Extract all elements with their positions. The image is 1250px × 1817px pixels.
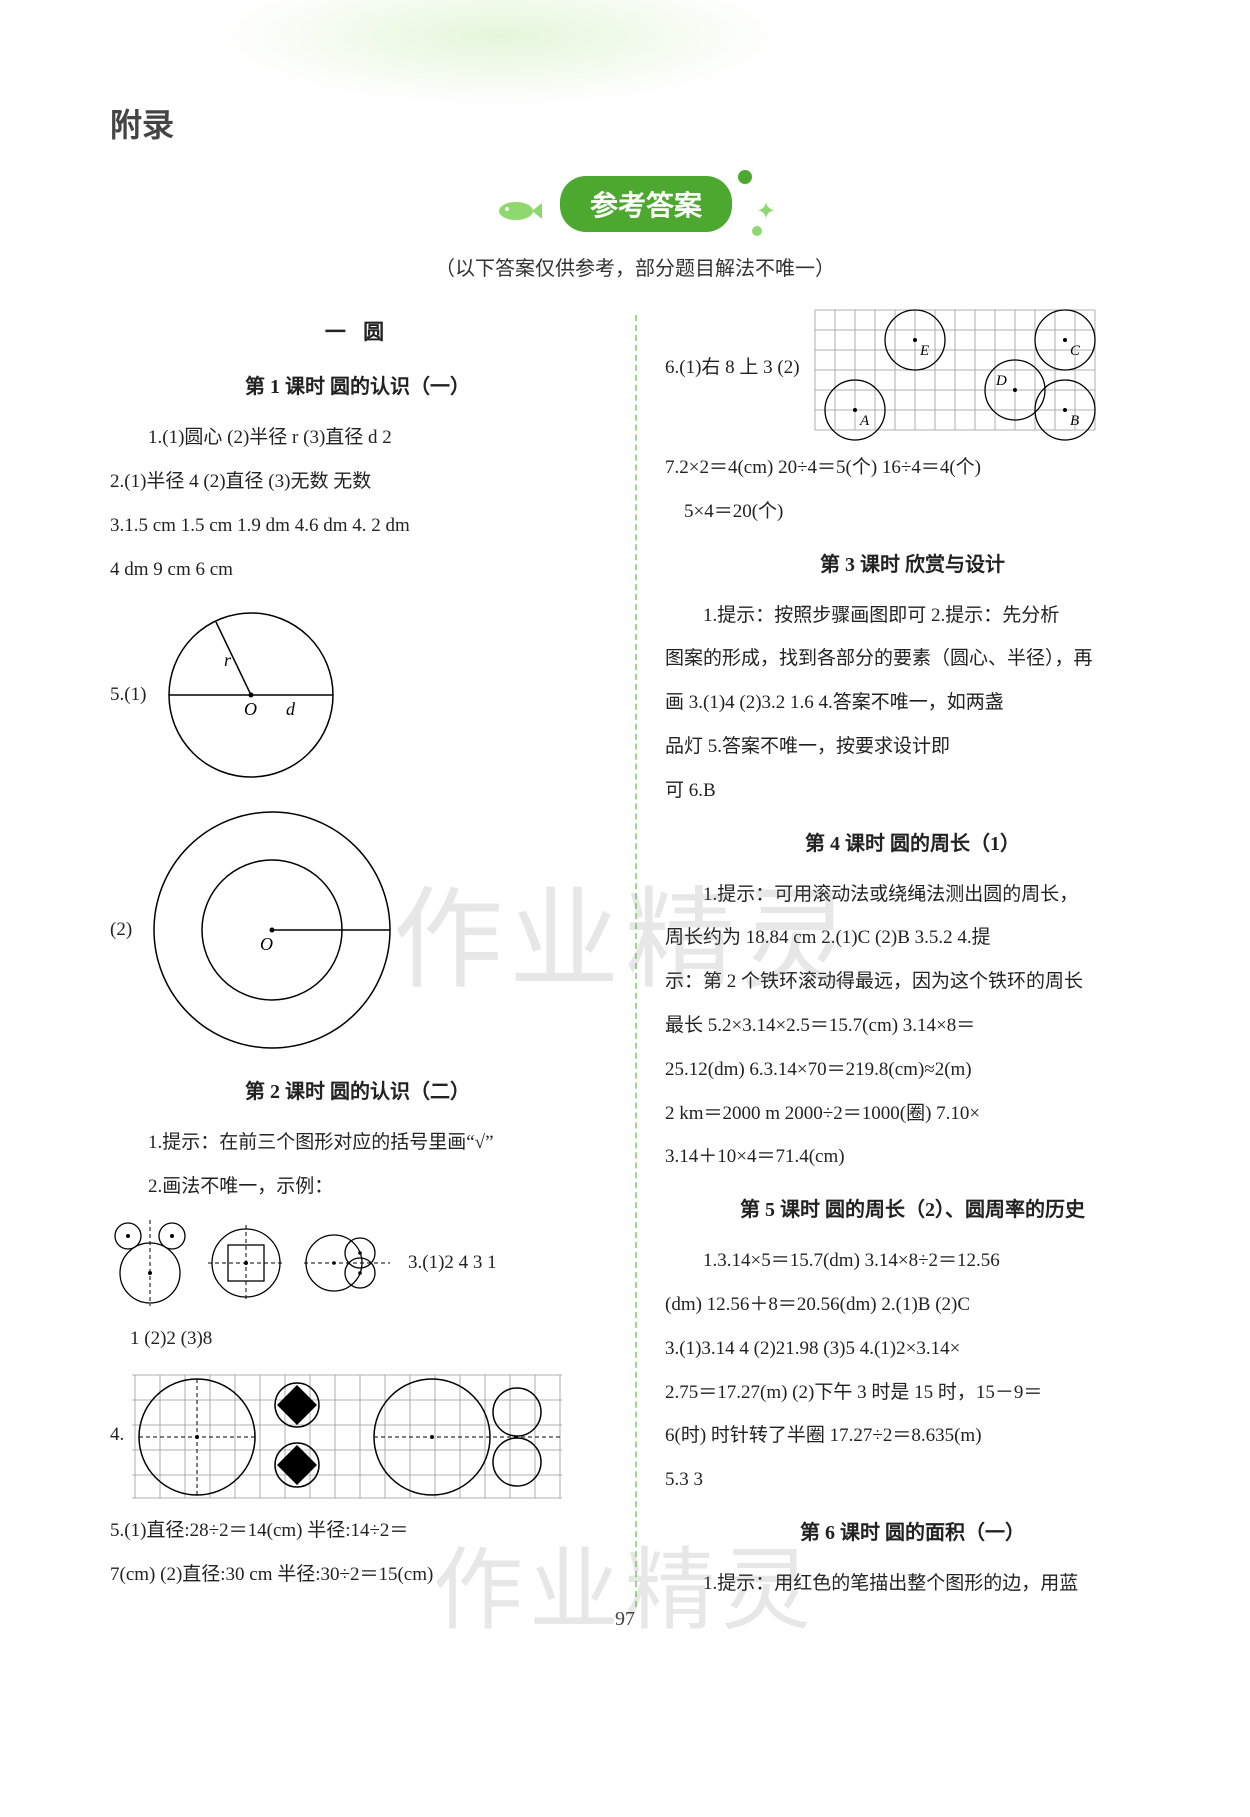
banner-pill: 参考答案 xyxy=(560,176,732,232)
lesson-heading: 第 4 课时 圆的周长（1） xyxy=(665,822,1160,866)
answer-line: 5.(1)直径:28÷2＝14(cm) 半径:14÷2＝ xyxy=(110,1510,605,1552)
answer-line: 1.(1)圆心 (2)半径 r (3)直径 d 2 xyxy=(110,417,605,459)
answer-line: 2.75＝17.27(m) (2)下午 3 时是 15 时，15－9＝ xyxy=(665,1372,1160,1414)
lesson-heading: 第 6 课时 圆的面积（一） xyxy=(665,1511,1160,1555)
concentric-circles-svg: O xyxy=(142,800,402,1060)
answer-line: 画 3.(1)4 (2)3.2 1.6 4.答案不唯一，如两盏 xyxy=(665,682,1160,724)
square-circle-svg xyxy=(206,1223,286,1303)
answer-line: 7(cm) (2)直径:30 cm 半径:30÷2＝15(cm) xyxy=(110,1554,605,1596)
svg-text:B: B xyxy=(1070,413,1079,429)
answer-line: 1.提示：按照步骤画图即可 2.提示：先分析 xyxy=(665,595,1160,637)
answer-line: 图案的形成，找到各部分的要素（圆心、半径），再 xyxy=(665,638,1160,680)
svg-text:E: E xyxy=(919,343,929,359)
answer-line: 1.提示：用红色的笔描出整个图形的边，用蓝 xyxy=(665,1563,1160,1605)
answer-line: 1 (2)2 (3)8 xyxy=(130,1318,605,1360)
o-label: O xyxy=(260,934,273,954)
answer-line: 3.1.5 cm 1.5 cm 1.9 dm 4.6 dm 4. 2 dm xyxy=(110,505,605,547)
answer-line: 周长约为 18.84 cm 2.(1)C (2)B 3.5.2 4.提 xyxy=(665,917,1160,959)
fish-icon xyxy=(494,196,544,226)
dot-icon xyxy=(752,226,762,236)
answer-line: 6.(1)右 8 上 3 (2) xyxy=(665,307,800,389)
appendix-heading: 附录 xyxy=(110,100,1160,146)
svg-text:A: A xyxy=(859,413,870,429)
answer-line: 25.12(dm) 6.3.14×70＝219.8(cm)≈2(m) xyxy=(665,1049,1160,1091)
lesson-heading: 第 1 课时 圆的认识（一） xyxy=(110,365,605,409)
grid-figure-4: 4. xyxy=(110,1370,605,1500)
r-label: r xyxy=(224,650,232,670)
circle-figure-1: 5.(1) r O d xyxy=(110,600,605,790)
o-label: O xyxy=(244,699,257,719)
banner-text: 参考答案 xyxy=(590,191,702,222)
q6-row: 6.(1)右 8 上 3 (2) A E D C xyxy=(665,305,1160,445)
answer-line: 5.3 3 xyxy=(665,1459,1160,1501)
star-icon: ✦ xyxy=(756,197,776,226)
answer-line: (dm) 12.56＋8＝20.56(dm) 2.(1)B (2)C xyxy=(665,1284,1160,1326)
left-column: 一 圆 第 1 课时 圆的认识（一） 1.(1)圆心 (2)半径 r (3)直径… xyxy=(110,305,635,1607)
answer-line: 品灯 5.答案不唯一，按要求设计即 xyxy=(665,726,1160,768)
svg-text:D: D xyxy=(995,373,1007,389)
answer-line: 2.画法不唯一，示例： xyxy=(110,1166,605,1208)
answer-line: 4 dm 9 cm 6 cm xyxy=(110,549,605,591)
page: 附录 参考答案 ✦ （以下答案仅供参考，部分题目解法不唯一） 一 圆 第 1 课… xyxy=(0,0,1250,1667)
lesson-heading: 第 5 课时 圆的周长（2）、圆周率的历史 xyxy=(665,1188,1160,1232)
two-columns: 一 圆 第 1 课时 圆的认识（一） 1.(1)圆心 (2)半径 r (3)直径… xyxy=(110,305,1160,1607)
answer-line: 7.2×2＝4(cm) 20÷4＝5(个) 16÷4＝4(个) xyxy=(665,447,1160,489)
answer-line: 5×4＝20(个) xyxy=(684,491,1160,533)
page-number: 97 xyxy=(615,1608,635,1631)
answer-line: 1.3.14×5＝15.7(dm) 3.14×8÷2＝12.56 xyxy=(665,1240,1160,1282)
figure-label: 5.(1) xyxy=(110,674,146,716)
symmetry-figures: 3.(1)2 4 3 1 xyxy=(110,1218,605,1308)
chapter-heading: 一 圆 xyxy=(110,309,605,355)
three-circles-svg xyxy=(302,1223,392,1303)
answer-line: 3.14＋10×4＝71.4(cm) xyxy=(665,1136,1160,1178)
answer-line: 3.(1)3.14 4 (2)21.98 (3)5 4.(1)2×3.14× xyxy=(665,1328,1160,1370)
lesson-heading: 第 2 课时 圆的认识（二） xyxy=(110,1070,605,1114)
banner: 参考答案 ✦ xyxy=(110,176,1160,232)
answer-line: 3.(1)2 4 3 1 xyxy=(408,1242,497,1284)
grid-6-svg: A E D C B xyxy=(810,305,1100,445)
d-label: d xyxy=(286,699,296,719)
answer-line: 最长 5.2×3.14×2.5＝15.7(cm) 3.14×8＝ xyxy=(665,1005,1160,1047)
circle-svg: r O d xyxy=(156,600,346,790)
column-divider xyxy=(635,315,637,1607)
circle-figure-2: (2) O xyxy=(110,800,605,1060)
answer-line: 1.提示：可用滚动法或绕绳法测出圆的周长， xyxy=(665,874,1160,916)
mickey-svg xyxy=(110,1218,190,1308)
svg-text:C: C xyxy=(1070,343,1081,359)
right-column: 6.(1)右 8 上 3 (2) A E D C xyxy=(635,305,1160,1607)
subtitle: （以下答案仅供参考，部分题目解法不唯一） xyxy=(110,252,1160,281)
answer-line: 可 6.B xyxy=(665,770,1160,812)
answer-line: 1.提示：在前三个图形对应的括号里画“√” xyxy=(110,1122,605,1164)
answer-line: 2.(1)半径 4 (2)直径 (3)无数 无数 xyxy=(110,461,605,503)
figure-label: (2) xyxy=(110,909,132,951)
grid-circles-svg xyxy=(132,1370,562,1500)
figure-label: 4. xyxy=(110,1414,124,1456)
lesson-heading: 第 3 课时 欣赏与设计 xyxy=(665,543,1160,587)
answer-line: 6(时) 时针转了半圈 17.27÷2＝8.635(m) xyxy=(665,1415,1160,1457)
answer-line: 示：第 2 个铁环滚动得最远，因为这个铁环的周长 xyxy=(665,961,1160,1003)
dot-icon xyxy=(738,170,752,184)
answer-line: 2 km＝2000 m 2000÷2＝1000(圈) 7.10× xyxy=(665,1093,1160,1135)
